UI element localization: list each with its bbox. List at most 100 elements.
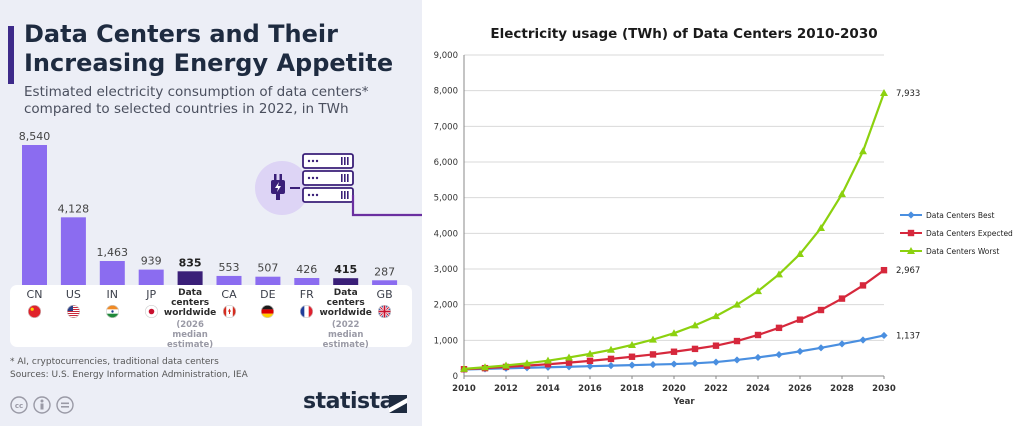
- bar-category-label: US: [51, 288, 95, 318]
- bar-5: [177, 271, 203, 285]
- y-tick-label: 7,000: [434, 122, 458, 132]
- china-flag-icon: [28, 305, 41, 318]
- data-point: [628, 340, 636, 348]
- bar-1: [22, 145, 47, 285]
- y-tick-label: 1,000: [434, 336, 458, 346]
- bar-value-label: 287: [374, 265, 395, 278]
- india-flag-icon: [105, 305, 119, 318]
- data-point: [649, 351, 657, 358]
- bar-category-label: Data centers worldwide (2026 median estimate…: [162, 288, 218, 350]
- data-point: [649, 360, 657, 369]
- data-point: [754, 353, 762, 362]
- data-point: [670, 329, 678, 337]
- country-code: US: [65, 288, 81, 301]
- svg-text:cc: cc: [15, 402, 23, 410]
- uk-flag-icon: [378, 305, 392, 318]
- x-tick-label: 2022: [704, 384, 728, 394]
- bar-value-label: 426: [296, 263, 317, 276]
- usa-flag-icon: [66, 305, 80, 318]
- bar-category-label: CA: [207, 288, 251, 318]
- x-tick-label: 2018: [620, 384, 644, 394]
- data-point: [880, 266, 888, 274]
- data-point: [565, 353, 573, 361]
- data-point: [733, 300, 741, 308]
- category-label-line: Data: [333, 288, 358, 298]
- x-tick-label: 2030: [872, 384, 896, 394]
- canada-flag-icon: [222, 305, 236, 318]
- data-point: [817, 344, 825, 352]
- category-note: (2026 median estimate): [167, 320, 214, 350]
- data-point: [817, 306, 825, 314]
- x-axis-label: Year: [672, 397, 695, 407]
- data-point: [838, 340, 846, 348]
- country-code: IN: [106, 288, 119, 301]
- data-point: [796, 347, 804, 355]
- statista-logo-text: statista: [303, 389, 394, 414]
- data-point: [775, 351, 783, 359]
- category-label-line: centers: [171, 298, 210, 308]
- bar-2: [60, 217, 86, 285]
- series-end-label: 1,137: [896, 331, 920, 341]
- legend-label: Data Centers Worst: [926, 247, 999, 256]
- x-tick-label: 2014: [536, 384, 560, 394]
- page-subtitle: Estimated electricity consumption of dat…: [24, 84, 369, 117]
- data-point: [565, 359, 573, 366]
- data-point: [607, 345, 615, 353]
- legend-label: Data Centers Best: [926, 211, 994, 220]
- series-end-label: 7,933: [896, 89, 920, 99]
- data-point: [691, 359, 699, 367]
- x-tick-label: 2016: [578, 384, 602, 394]
- category-label-line: centers: [326, 298, 365, 308]
- series-data-centers-worst: [460, 89, 888, 372]
- country-code: FR: [299, 288, 314, 301]
- bar-value-label: 835: [179, 256, 202, 269]
- bar-category-label: JP: [129, 288, 173, 318]
- footnote: * AI, cryptocurrencies, traditional data…: [10, 357, 219, 367]
- data-point: [607, 362, 615, 370]
- data-point: [670, 360, 678, 368]
- category-label-line: Data: [178, 288, 203, 298]
- data-point: [712, 312, 720, 320]
- data-point: [880, 89, 888, 97]
- data-point: [502, 361, 510, 369]
- y-tick-label: 8,000: [434, 87, 458, 97]
- japan-flag-icon: [144, 305, 158, 318]
- y-tick-label: 9,000: [434, 51, 458, 61]
- data-point: [586, 357, 594, 365]
- category-note: (2022 median estimate): [322, 320, 369, 350]
- sources-note: Sources: U.S. Energy Information Adminis…: [10, 370, 248, 380]
- bar-category-label: CN: [13, 288, 57, 318]
- x-tick-label: 2024: [746, 384, 770, 394]
- bar-8: [294, 278, 320, 285]
- bar-7: [255, 276, 281, 285]
- data-point: [691, 321, 699, 329]
- country-code: JP: [146, 288, 157, 301]
- bar-category-label: FR: [285, 288, 329, 318]
- bar-value-label: 507: [257, 262, 278, 275]
- data-point: [544, 356, 552, 364]
- y-tick-label: 3,000: [434, 265, 458, 275]
- data-point: [733, 337, 741, 345]
- country-code: DE: [260, 288, 276, 301]
- bar-9: [333, 278, 359, 285]
- data-point: [859, 336, 867, 344]
- bar-value-label: 1,463: [97, 246, 129, 259]
- bar-category-label: IN: [90, 288, 134, 318]
- statista-logo-icon: [389, 395, 407, 413]
- legend-marker: [907, 229, 915, 237]
- data-point: [796, 316, 804, 323]
- y-tick-label: 6,000: [434, 158, 458, 168]
- data-point: [607, 355, 615, 363]
- data-point: [691, 345, 699, 353]
- country-code: CN: [26, 288, 43, 301]
- category-label-line: worldwide: [319, 308, 372, 318]
- series-data-centers-expected: [460, 266, 888, 373]
- data-point: [628, 353, 636, 360]
- y-tick-label: 5,000: [434, 194, 458, 204]
- data-point: [838, 190, 846, 198]
- country-code: GB: [376, 288, 393, 301]
- legend-marker: [907, 247, 915, 254]
- data-point: [712, 342, 720, 349]
- y-tick-label: 2,000: [434, 301, 458, 311]
- title-accent-bar: [8, 26, 14, 84]
